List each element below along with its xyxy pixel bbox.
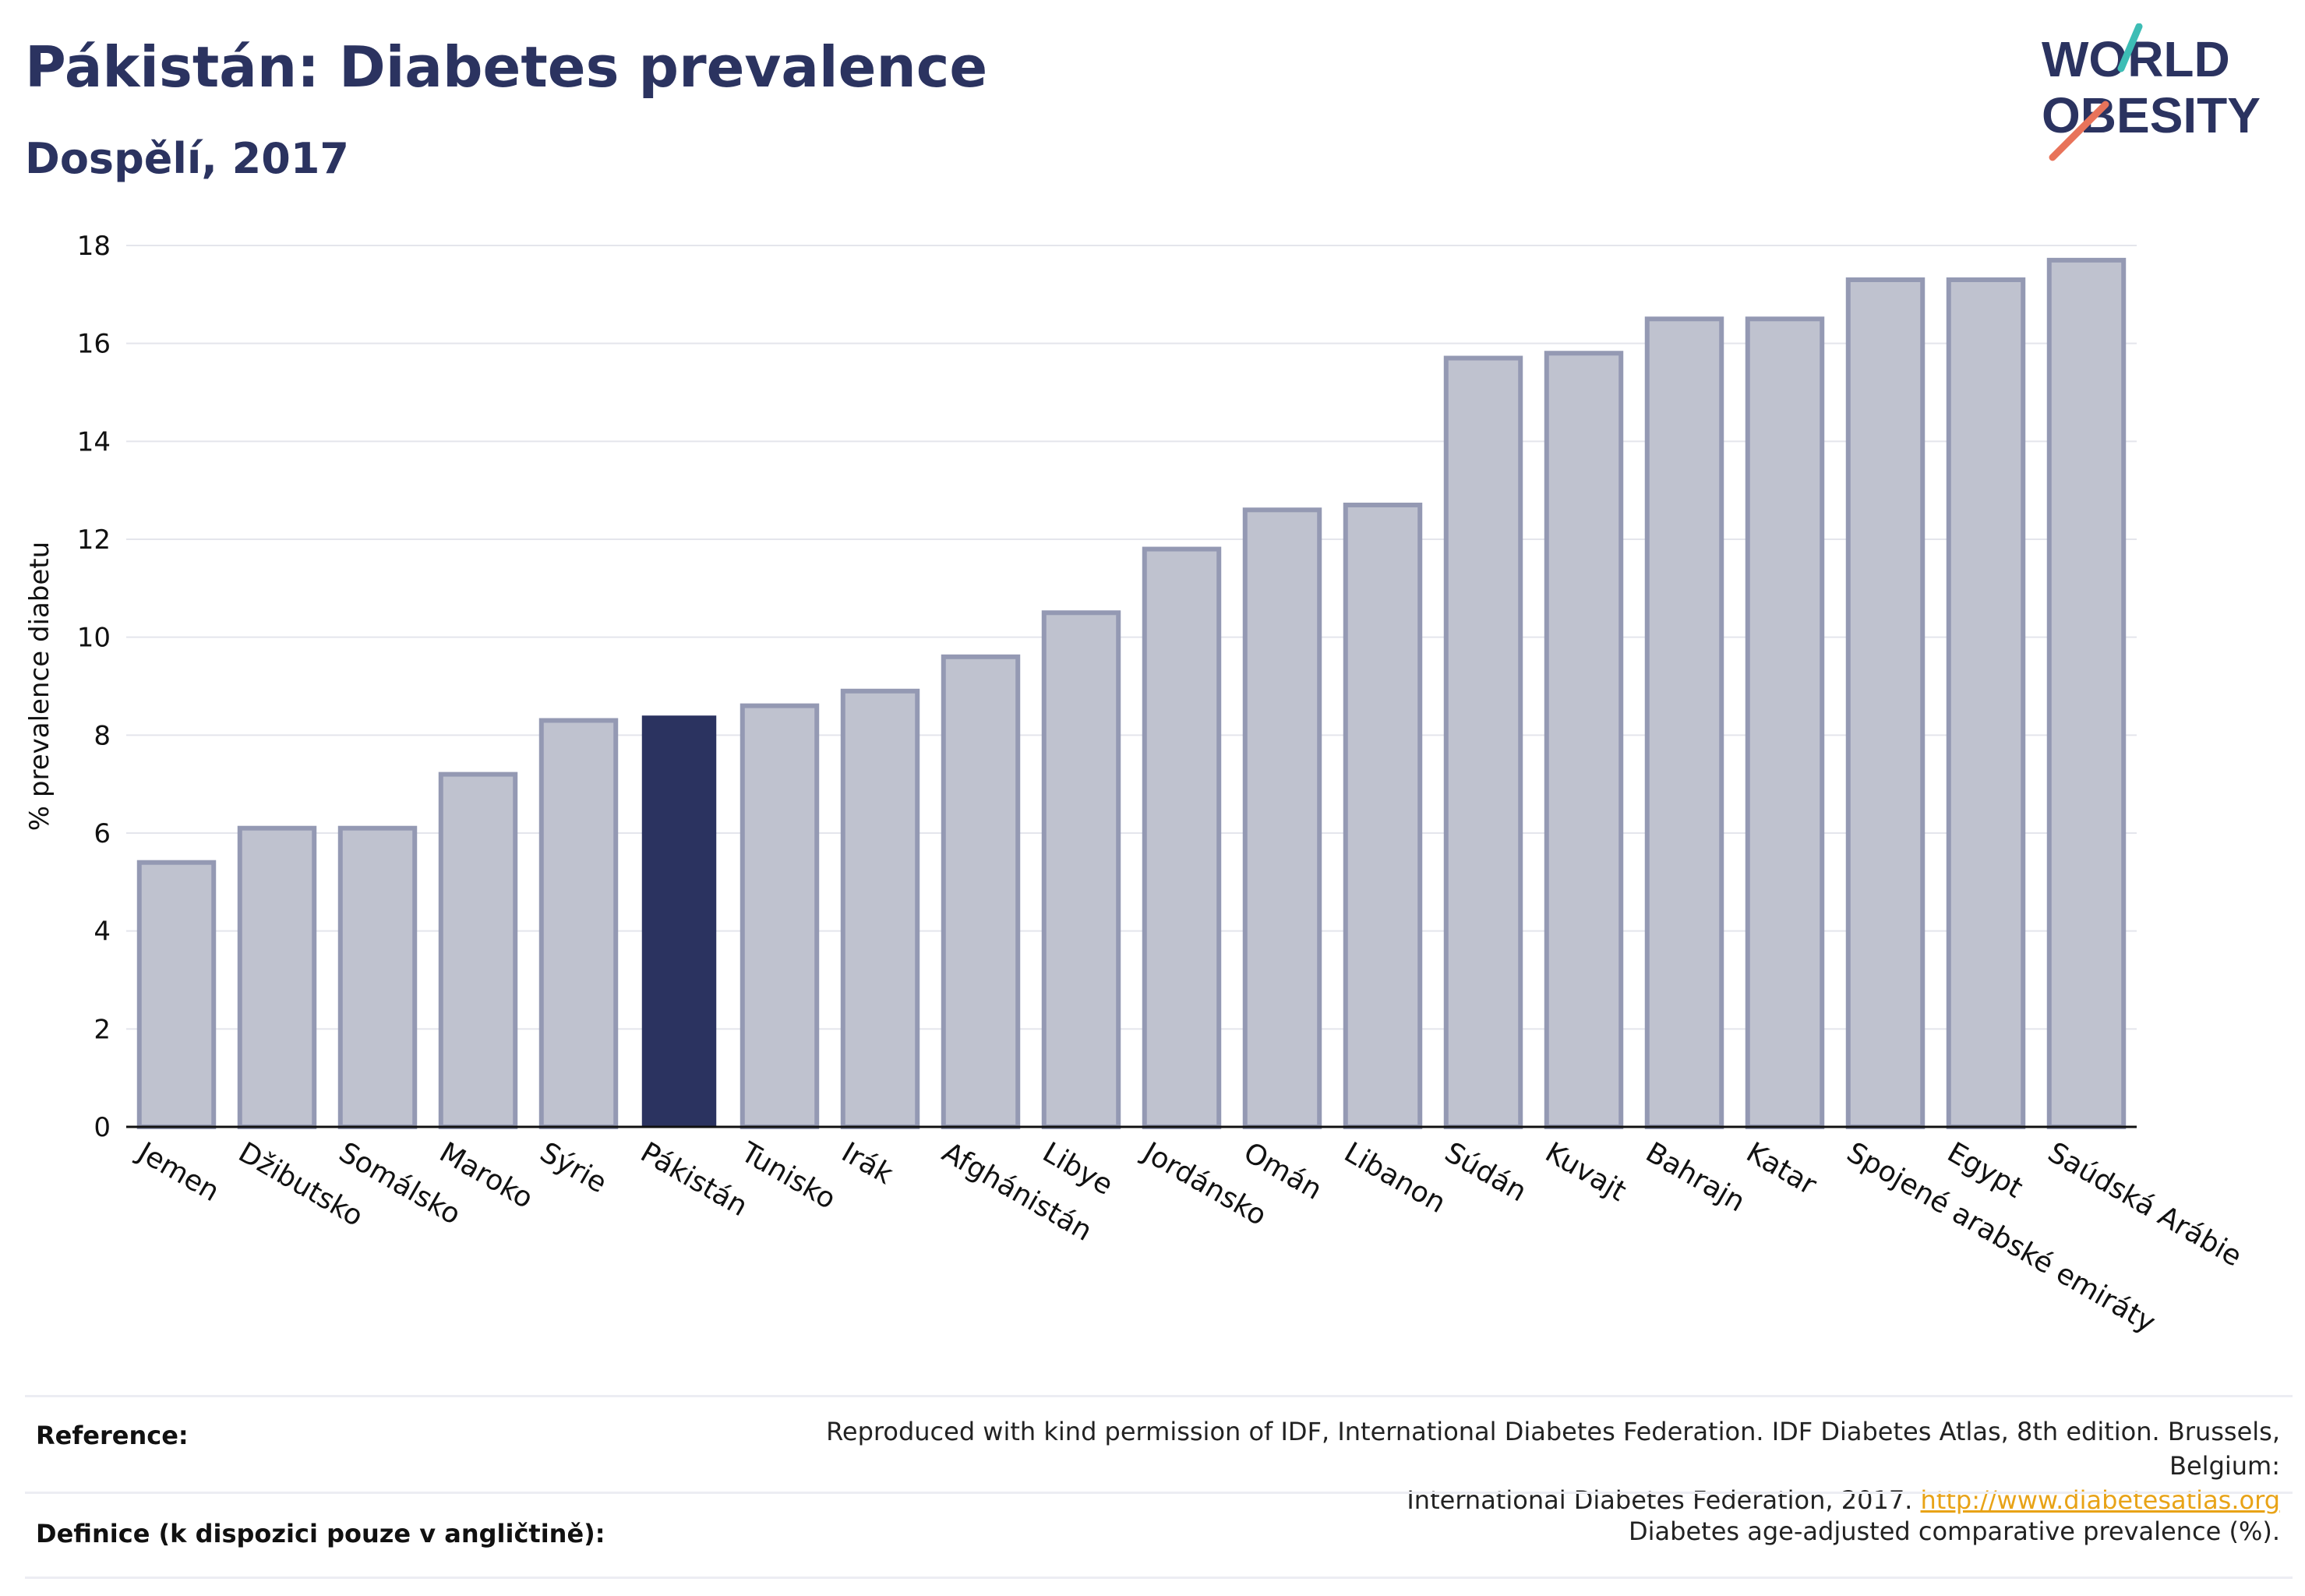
x-tick-label: Katar xyxy=(1741,1136,1822,1202)
x-tick-label: Pákistán xyxy=(635,1136,753,1223)
x-tick-label: Libanon xyxy=(1339,1136,1451,1220)
bar-1 xyxy=(237,825,317,1129)
bar-3 xyxy=(438,772,518,1129)
bar-16 xyxy=(1745,316,1825,1129)
definition-value: Diabetes age-adjusted comparative preval… xyxy=(1629,1517,2280,1546)
y-tick-label: 18 xyxy=(77,231,111,262)
bar-12 xyxy=(1343,503,1423,1129)
y-tick-label: 12 xyxy=(77,524,111,556)
definition-label: Definice (k dispozici pouze v angličtině… xyxy=(36,1519,605,1548)
bar-10 xyxy=(1142,546,1222,1129)
x-tick-label: Súdán xyxy=(1439,1136,1532,1208)
bar-15 xyxy=(1644,316,1724,1129)
x-tick-label: Bahrajn xyxy=(1640,1136,1750,1218)
bar-17 xyxy=(1845,277,1926,1130)
bar-19 xyxy=(2046,257,2127,1130)
chart-subtitle: Dospělí, 2017 xyxy=(25,134,349,183)
bar-6 xyxy=(740,703,820,1129)
reference-link[interactable]: http://www.diabetesatlas.org xyxy=(1920,1485,2280,1515)
bar-chart: 0 2 4 6 8 10 12 14 16 18 Jemen DžibutskoSomálskoMa… xyxy=(24,231,2247,1340)
reference-label: Reference: xyxy=(36,1421,189,1450)
x-tick-label: Irák xyxy=(836,1136,898,1191)
world-obesity-logo[interactable]: WORLD OBESITY xyxy=(2034,23,2291,171)
bar-0 xyxy=(136,860,217,1129)
bar-9 xyxy=(1041,610,1121,1129)
bar-18 xyxy=(1946,277,2026,1130)
y-tick-label: 0 xyxy=(94,1112,111,1143)
y-tick-label: 4 xyxy=(94,916,111,948)
y-tick-label: 10 xyxy=(77,623,111,654)
reference-value: Reproduced with kind permission of IDF, … xyxy=(722,1414,2280,1517)
x-tick-label: Tunisko xyxy=(735,1136,841,1216)
reference-text-1: Reproduced with kind permission of IDF, … xyxy=(826,1417,2280,1481)
x-tick-label: Kuvajt xyxy=(1540,1136,1632,1208)
bar-4 xyxy=(538,718,619,1129)
reference-row: Reference: Reproduced with kind permissi… xyxy=(25,1395,2293,1515)
x-tick-label: Sýrie xyxy=(535,1136,612,1199)
bar-14 xyxy=(1544,351,1624,1129)
logo-slash-coral xyxy=(2049,101,2109,161)
y-tick-label: 2 xyxy=(94,1014,111,1045)
bar-13 xyxy=(1443,355,1523,1129)
x-tick-label: Jemen xyxy=(131,1135,224,1208)
y-tick-label: 6 xyxy=(94,818,111,849)
logo-slash-teal xyxy=(2117,23,2143,72)
y-axis-label: % prevalence diabetu xyxy=(24,542,55,831)
x-tick-label: Saúdská Arábie xyxy=(2042,1136,2247,1273)
bar-8 xyxy=(941,654,1021,1129)
y-tick-label: 14 xyxy=(77,426,111,457)
bar-7 xyxy=(840,688,920,1129)
bar-2 xyxy=(337,825,418,1129)
reference-text-2: International Diabetes Federation, 2017. xyxy=(1407,1485,1913,1515)
bar-11 xyxy=(1242,507,1322,1129)
bars-layer xyxy=(136,257,2127,1130)
chart-title: Pákistán: Diabetes prevalence xyxy=(25,34,988,100)
y-tick-label: 8 xyxy=(94,720,111,751)
y-tick-labels: 0 2 4 6 8 10 12 14 16 18 xyxy=(77,231,111,1143)
grid-layer xyxy=(126,245,2137,1030)
y-tick-label: 16 xyxy=(77,329,111,360)
definition-row: Definice (k dispozici pouze v angličtině… xyxy=(25,1492,2293,1579)
bar-5 xyxy=(641,715,717,1127)
